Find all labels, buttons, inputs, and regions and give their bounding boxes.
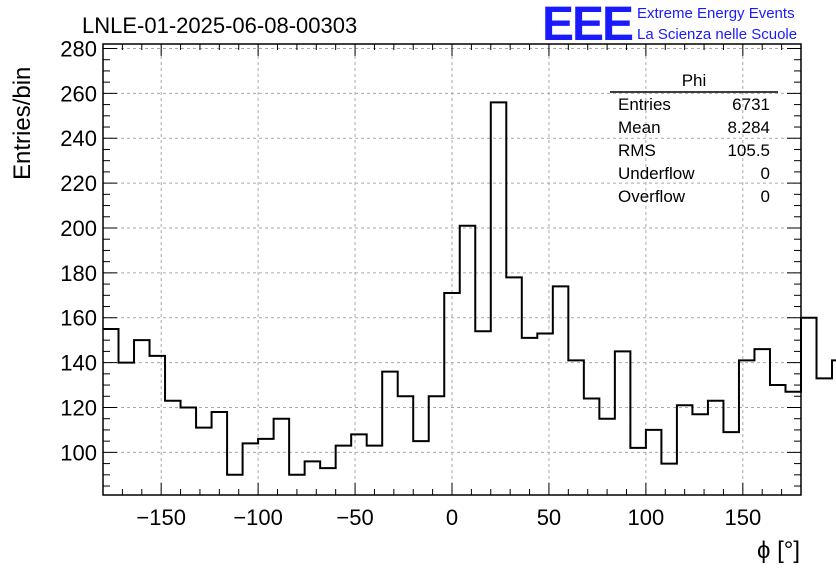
stats-value: 0 [761, 187, 770, 206]
y-tick-label: 260 [60, 81, 97, 106]
y-tick-label: 220 [60, 171, 97, 196]
stats-label: Overflow [618, 187, 686, 206]
logo-line2: La Scienza nelle Scuole [637, 26, 797, 43]
stats-label: Underflow [618, 164, 695, 183]
eee-logo: EEE Extreme Energy Events La Scienza nel… [542, 0, 797, 51]
stats-rows: Entries 6731 Mean 8.284 RMS 105.5 Underflow 0 Ov… [618, 95, 770, 206]
stats-value: 6731 [732, 95, 770, 114]
y-tick-labels: 100 120 140 160 180 200 220 240 260 280 [60, 36, 97, 465]
x-tick-labels: −150 −100 −50 0 50 100 150 [136, 505, 761, 530]
stats-box: Phi Entries 6731 Mean 8.284 RMS 105.5 Underflo… [610, 71, 778, 206]
y-tick-label: 140 [60, 351, 97, 376]
x-tick-label: −100 [233, 505, 283, 530]
stats-label: RMS [618, 141, 656, 160]
axis-ticks [102, 44, 802, 495]
y-tick-label: 100 [60, 440, 97, 465]
x-tick-label: 100 [628, 505, 665, 530]
stats-value: 105.5 [727, 141, 770, 160]
stats-value: 8.284 [727, 118, 770, 137]
stats-label: Entries [618, 95, 671, 114]
x-tick-label: 150 [724, 505, 761, 530]
y-tick-label: 200 [60, 216, 97, 241]
x-tick-label: 0 [446, 505, 458, 530]
y-tick-label: 180 [60, 261, 97, 286]
stats-label: Mean [618, 118, 661, 137]
x-tick-label: −50 [336, 505, 373, 530]
x-tick-label: 50 [537, 505, 561, 530]
histogram-series [103, 101, 836, 476]
x-tick-label: −150 [136, 505, 186, 530]
y-axis-title: Entries/bin [9, 67, 36, 180]
stats-title: Phi [682, 71, 707, 90]
y-tick-label: 240 [60, 126, 97, 151]
chart-title: LNLE-01-2025-06-08-00303 [82, 13, 357, 38]
logo-line1: Extreme Energy Events [637, 5, 795, 22]
y-tick-label: 280 [60, 36, 97, 61]
y-tick-label: 160 [60, 306, 97, 331]
logo-mark: EEE [542, 0, 633, 51]
y-tick-label: 120 [60, 395, 97, 420]
x-axis-title: ϕ [°] [757, 537, 800, 564]
stats-value: 0 [761, 164, 770, 183]
